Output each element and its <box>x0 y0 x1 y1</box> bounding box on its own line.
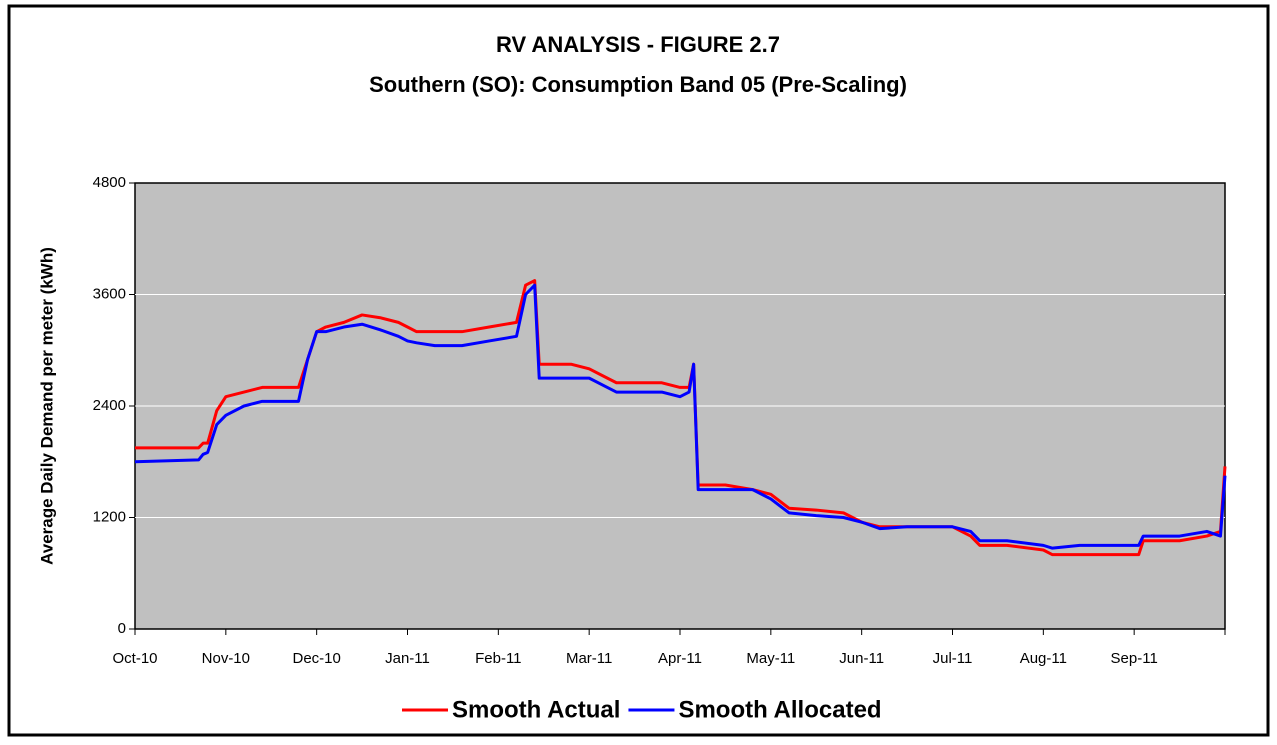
y-tick-label: 4800 <box>93 174 126 191</box>
y-tick-label: 2400 <box>93 397 126 414</box>
legend-label: Smooth Actual <box>452 696 620 723</box>
chart-title: RV ANALYSIS - FIGURE 2.7 <box>496 32 780 57</box>
y-tick-label: 1200 <box>93 508 126 525</box>
x-tick-label: Aug-11 <box>1020 650 1067 667</box>
x-tick-label: Dec-10 <box>292 650 340 667</box>
x-tick-label: Jul-11 <box>933 650 973 667</box>
y-tick-label: 0 <box>118 620 126 637</box>
series-line <box>134 283 1227 550</box>
y-tick-label: 3600 <box>93 285 126 302</box>
x-tick-label: May-11 <box>746 650 795 667</box>
x-tick-label: Jun-11 <box>839 650 884 667</box>
x-tick-label: Nov-10 <box>202 650 250 667</box>
x-tick-label: Sep-11 <box>1111 650 1158 667</box>
y-axis-title: Average Daily Demand per meter (kWh) <box>37 247 56 565</box>
chart-subtitle: Southern (SO): Consumption Band 05 (Pre-… <box>369 72 907 97</box>
x-tick-label: Feb-11 <box>475 650 521 667</box>
legend-label: Smooth Allocated <box>678 696 881 723</box>
x-tick-label: Apr-11 <box>658 650 702 667</box>
x-tick-label: Mar-11 <box>566 650 612 667</box>
x-tick-label: Jan-11 <box>385 650 430 667</box>
x-tick-label: Oct-10 <box>112 650 157 667</box>
